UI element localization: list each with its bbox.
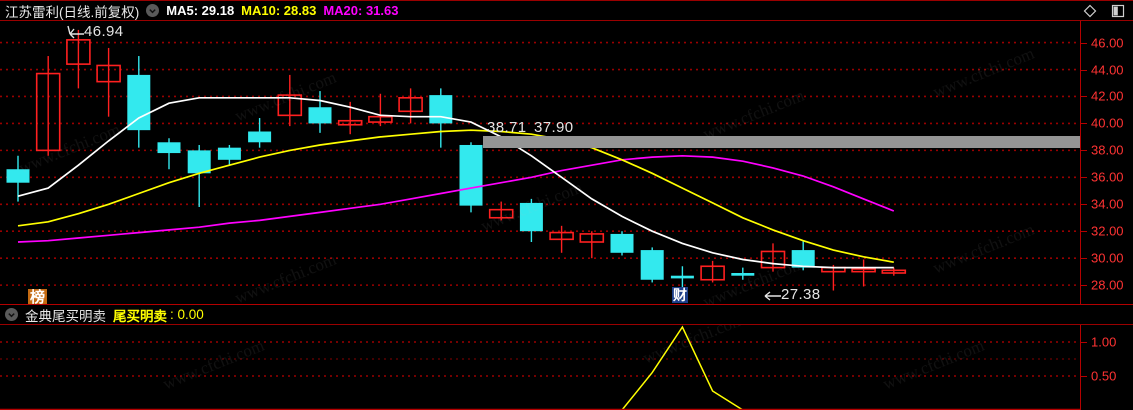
page-title: 江苏雷利(日线.前复权) [5,4,140,20]
indicator-axis[interactable]: 1.00 0.50 [1080,325,1133,410]
indicator-series-value: : 0.00 [170,307,204,322]
price-tick-mark [1081,177,1087,179]
high-annotation: 46.94 [84,23,124,40]
price-tick-label: 28.00 [1091,277,1124,293]
price-tick-label: 34.00 [1091,196,1124,212]
indicator-series-label[interactable]: 尾买明卖 [113,308,167,324]
price-tick-mark [1081,69,1087,71]
price-chart-panel[interactable]: 46.94 38.71 37.90 27.38 www.cfchi.com www.c… [0,21,1080,304]
indicator-chart-panel[interactable]: www.cfchi.com www.cfchi.com www.cfchi.co… [0,325,1080,410]
price-tick-mark [1081,285,1087,287]
price-tick-label: 46.00 [1091,35,1124,51]
indicator-chart-svg [0,325,1080,410]
high-annotation-arrow [67,25,84,39]
chevron-down-icon[interactable] [5,308,18,321]
price-tick-mark [1081,96,1087,98]
price-tick-mark [1081,231,1087,233]
low-annotation: 27.38 [781,286,821,303]
price-tick-mark [1081,123,1087,125]
watermark-badge-mid: 财 [672,287,688,303]
ma10-legend[interactable]: MA10: 28.83 [241,3,317,18]
price-tick-mark [1081,150,1087,152]
indicator-tick-mark [1081,376,1087,377]
price-chart-svg [0,29,1080,294]
price-axis[interactable]: 46.00 44.00 42.00 40.00 38.00 36.00 34.00 32.00… [1080,21,1133,304]
price-annotation-b: 37.90 [534,119,574,136]
price-tick-label: 30.00 [1091,250,1124,266]
price-tick-label: 40.00 [1091,115,1124,131]
price-tick-label: 38.00 [1091,142,1124,158]
low-annotation-arrow [764,291,781,301]
chevron-down-icon[interactable] [146,4,160,17]
ma5-legend[interactable]: MA5: 29.18 [166,3,235,18]
chart-header: 江苏雷利(日线.前复权) MA5: 29.18 MA10: 28.83 MA20… [0,0,1133,21]
price-tick-label: 44.00 [1091,62,1124,77]
price-tick-label: 42.00 [1091,88,1124,104]
indicator-title: 金典尾买明卖 [25,308,106,324]
header-icon-group [1083,4,1125,18]
indicator-tick-label: 1.00 [1091,334,1117,350]
watermark-badge-left: 榜 [28,289,48,304]
price-annotation-a: 38.71 [487,119,527,136]
price-tick-mark [1081,42,1087,44]
indicator-header: 金典尾买明卖 尾买明卖 : 0.00 [0,304,1133,325]
diamond-icon[interactable] [1083,4,1097,18]
panel-layout-icon[interactable] [1111,4,1125,18]
resistance-band [483,136,1080,148]
price-tick-mark [1081,258,1087,260]
ma20-legend[interactable]: MA20: 31.63 [323,3,399,18]
price-tick-label: 32.00 [1091,223,1124,239]
price-tick-label: 36.00 [1091,169,1124,185]
indicator-tick-mark [1081,342,1087,343]
indicator-tick-label: 0.50 [1091,368,1117,384]
price-tick-mark [1081,204,1087,206]
